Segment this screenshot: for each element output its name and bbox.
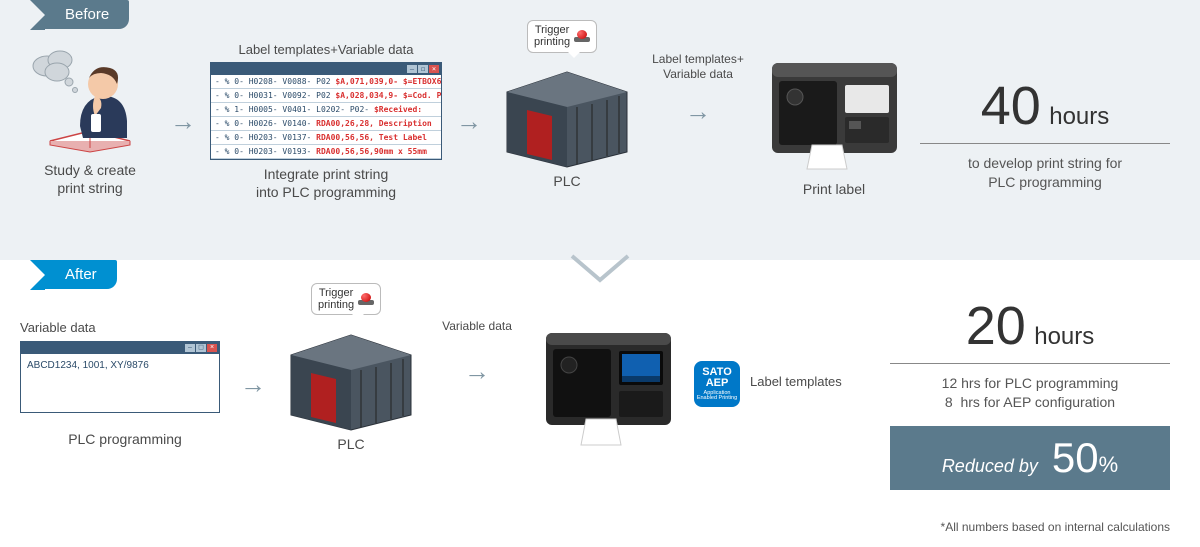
aep-line2: AEP xyxy=(706,378,729,389)
min-icon: – xyxy=(407,65,417,73)
window-titlebar: – ◻ × xyxy=(211,63,441,75)
window-titlebar: – ◻ × xyxy=(21,342,219,354)
red-button-icon xyxy=(358,293,374,305)
code-line: - % 1- H0005- V0401- L0202- P02- $Receiv… xyxy=(211,103,441,117)
before-hours: 40 xyxy=(981,76,1041,136)
arrow-icon: → xyxy=(166,106,200,137)
printer-aep-illustration xyxy=(531,319,686,449)
reduced-banner: Reduced by 50% xyxy=(890,426,1170,490)
max-icon: ◻ xyxy=(418,65,428,73)
trigger-label: Trigger printing xyxy=(534,24,570,48)
before-section: Before xyxy=(0,0,1200,260)
after-stat-desc1: 12 hrs for PLC programming xyxy=(890,374,1170,393)
step-plc-programming: Variable data – ◻ × ABCD1234, 1001, XY/9… xyxy=(20,320,230,448)
label-templates-vardata: Label templates+ Variable data xyxy=(652,52,744,82)
plc-illustration: Trigger printing xyxy=(497,52,637,167)
aep-group: SATO AEP Application Enabled Printing La… xyxy=(694,361,864,407)
code-line: - % 0- H0203- V0193- RDA00,56,56,90mm x … xyxy=(211,145,441,159)
after-hours-unit: hours xyxy=(1034,323,1094,350)
step-printer-after xyxy=(528,319,688,449)
step-plc-after-label: PLC xyxy=(337,436,364,454)
before-tag: Before xyxy=(45,0,129,29)
red-button-icon xyxy=(574,30,590,42)
step-integrate: Label templates+Variable data – ◻ × - % … xyxy=(206,42,446,201)
code-line: - % 0- H0208- V0088- P02 $A,071,039,0- $… xyxy=(211,75,441,89)
after-stats: 20 hours 12 hrs for PLC programming 8 hr… xyxy=(890,295,1170,490)
reduced-unit: % xyxy=(1099,452,1119,477)
step-study-label: Study & create print string xyxy=(44,162,136,197)
trigger-label: Trigger printing xyxy=(318,287,354,311)
step-print-label: Print label xyxy=(803,181,865,199)
arrow-icon: → xyxy=(452,106,486,137)
trigger-bubble: Trigger printing xyxy=(311,283,381,315)
before-hours-unit: hours xyxy=(1049,103,1109,130)
reduced-pct: 50 xyxy=(1052,434,1099,481)
after-section: After Variable data – ◻ × ABCD1234, 1001… xyxy=(0,260,1200,540)
step-integrate-label: Integrate print string into PLC programm… xyxy=(256,166,396,201)
code-line: - % 0- H0203- V0137- RDA00,56,56, Test L… xyxy=(211,131,441,145)
arrow-icon: → xyxy=(236,369,270,400)
aep-line3: Application Enabled Printing xyxy=(697,391,737,402)
down-arrow-icon xyxy=(570,254,630,289)
flow-annotation-after: Variable data → xyxy=(432,319,522,387)
max-icon: ◻ xyxy=(196,344,206,352)
flow-annotation: Label templates+ Variable data → xyxy=(648,52,748,127)
step-integrate-top: Label templates+Variable data xyxy=(238,42,413,58)
after-hours: 20 xyxy=(966,296,1026,356)
label-templates-text: Label templates xyxy=(750,374,842,390)
reduced-label: Reduced by xyxy=(942,456,1038,477)
variable-data-label: Variable data xyxy=(20,320,96,336)
footnote: *All numbers based on internal calculati… xyxy=(941,520,1170,534)
sato-aep-badge: SATO AEP Application Enabled Printing xyxy=(694,361,740,407)
before-stat-desc: to develop print string for PLC programm… xyxy=(920,154,1170,192)
step-plc-after: Trigger printing PLC xyxy=(276,315,426,454)
step-print: Print label xyxy=(754,45,914,199)
thinker-illustration xyxy=(25,46,155,156)
code-line: - % 0- H0026- V0140- RDA00,26,28, Descri… xyxy=(211,117,441,131)
close-icon: × xyxy=(429,65,439,73)
arrow-icon: → xyxy=(460,356,494,387)
arrow-icon: → xyxy=(681,96,715,127)
plc-illustration: Trigger printing xyxy=(281,315,421,430)
after-tag: After xyxy=(45,260,117,289)
before-stats: 40 hours to develop print string for PLC… xyxy=(920,75,1170,192)
step-plc-before: Trigger printing xyxy=(492,52,642,191)
printer-illustration xyxy=(757,45,912,175)
after-stat-desc2: 8 hrs for AEP configuration xyxy=(890,393,1170,412)
simple-code-content: ABCD1234, 1001, XY/9876 xyxy=(21,354,219,377)
step-study: Study & create print string xyxy=(20,46,160,197)
variable-data-label-2: Variable data xyxy=(442,319,512,334)
close-icon: × xyxy=(207,344,217,352)
step-plc-before-label: PLC xyxy=(553,173,580,191)
code-window: – ◻ × - % 0- H0208- V0088- P02 $A,071,03… xyxy=(210,62,442,160)
code-line: - % 0- H0031- V0092- P02 $A,028,034,9- $… xyxy=(211,89,441,103)
min-icon: – xyxy=(185,344,195,352)
simple-code-window: – ◻ × ABCD1234, 1001, XY/9876 xyxy=(20,341,220,413)
step-plc-programming-label: PLC programming xyxy=(68,431,182,449)
trigger-bubble: Trigger printing xyxy=(527,20,597,52)
